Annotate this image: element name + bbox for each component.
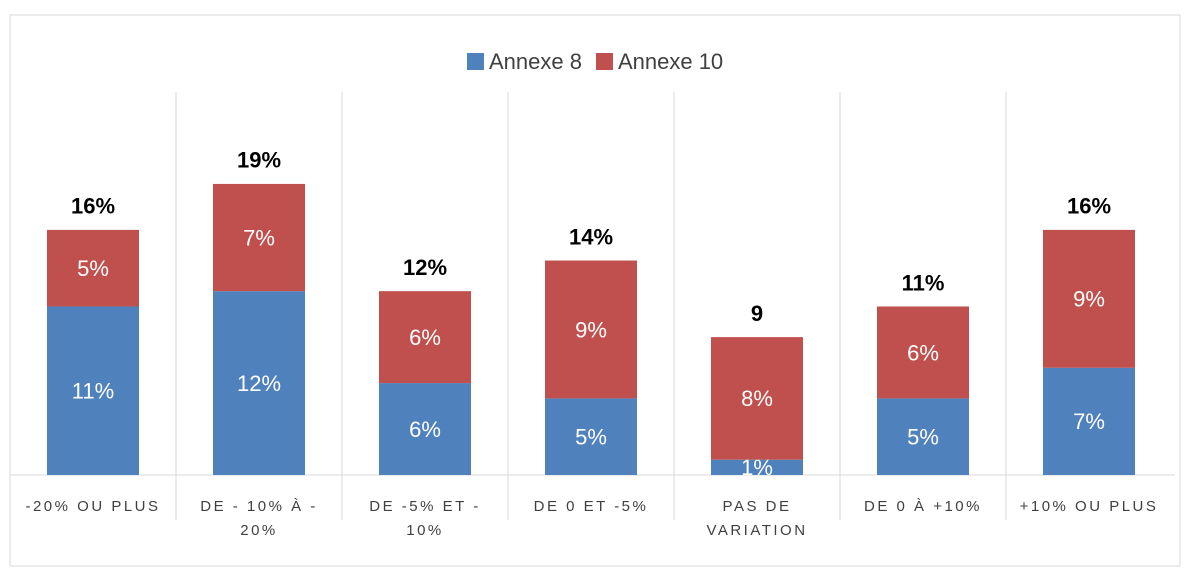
segment-label: 6%	[409, 417, 441, 442]
legend-label: Annexe 8	[489, 49, 582, 74]
segment-label: 9%	[1073, 287, 1105, 312]
segment-label: 6%	[409, 325, 441, 350]
x-tick-label: -20% OU PLUS	[25, 498, 161, 515]
bar-segment	[877, 398, 969, 475]
bar-segment	[47, 229, 139, 307]
bar-segment	[379, 291, 471, 384]
total-label: 11%	[902, 270, 945, 295]
bar-segment	[213, 291, 305, 475]
x-tick-label: DE -5% ET - 10%	[369, 498, 481, 539]
segment-label: 5%	[907, 425, 939, 450]
segment-label: 5%	[575, 425, 607, 450]
x-tick-label: PAS DE VARIATION	[706, 498, 808, 539]
legend-swatch	[595, 53, 613, 70]
segment-label: 9%	[575, 317, 607, 342]
bar-segment	[711, 459, 803, 475]
bar-segment	[47, 306, 139, 475]
segment-label: 6%	[907, 340, 939, 365]
bar-segment	[545, 260, 637, 399]
bar-segment	[213, 183, 305, 292]
total-label: 19%	[237, 148, 281, 173]
x-tick-label: DE 0 ET -5%	[533, 498, 649, 515]
total-label: 16%	[1067, 194, 1111, 219]
bar-segment	[1043, 367, 1135, 475]
total-label: 14%	[569, 224, 613, 249]
bar-segment	[711, 337, 803, 460]
x-tick-label: DE 0 À +10%	[864, 498, 982, 515]
bar-segment	[379, 383, 471, 475]
bar-segment	[545, 398, 637, 475]
total-label: 9	[751, 301, 763, 326]
total-label: 12%	[403, 255, 447, 280]
segment-label: 7%	[243, 225, 275, 250]
segment-label: 5%	[77, 256, 109, 281]
legend-swatch	[467, 53, 484, 70]
legend-label: Annexe 10	[618, 49, 723, 74]
segment-label: 8%	[741, 386, 773, 411]
segment-label: 11%	[72, 379, 114, 404]
x-tick-label: DE - 10% À - 20%	[200, 498, 318, 539]
total-label: 16%	[71, 194, 115, 219]
segment-label: 7%	[1073, 409, 1105, 434]
bar-segment	[877, 306, 969, 399]
x-tick-label: +10% OU PLUS	[1019, 498, 1159, 515]
segment-label: 12%	[237, 371, 281, 396]
bar-segment	[1043, 229, 1135, 368]
